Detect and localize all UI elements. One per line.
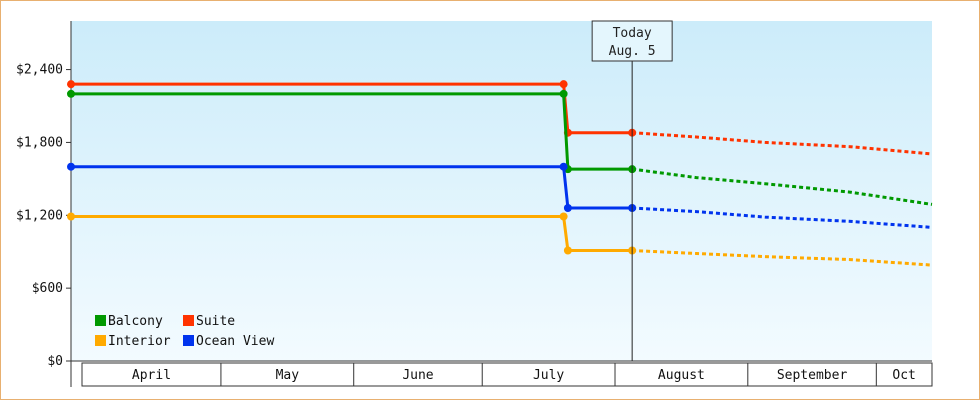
- data-point-suite: [559, 80, 568, 89]
- today-date: Aug. 5: [609, 44, 656, 59]
- month-label: Oct: [892, 368, 915, 383]
- y-tick-label: $1,200: [16, 208, 63, 223]
- data-point-interior: [67, 212, 75, 221]
- legend-swatch-suite: [183, 315, 194, 326]
- month-label: May: [276, 368, 300, 383]
- series-ocean-view: [67, 162, 933, 229]
- legend-label-interior: Interior: [108, 334, 171, 349]
- month-label: June: [402, 368, 433, 383]
- month-label: July: [533, 368, 564, 383]
- legend-swatch-balcony: [95, 315, 106, 326]
- today-box: [591, 20, 673, 62]
- month-label: September: [777, 368, 848, 383]
- y-tick-label: $2,400: [16, 63, 63, 78]
- data-point-interior: [563, 246, 572, 255]
- legend-label-balcony: Balcony: [108, 314, 163, 329]
- legend-label-suite: Suite: [196, 314, 235, 329]
- data-point-ocean-view: [559, 162, 568, 171]
- legend-swatch-interior: [95, 335, 106, 346]
- forecast-line-suite: [631, 131, 933, 156]
- data-point-balcony: [559, 89, 568, 98]
- legend-swatch-ocean-view: [183, 335, 194, 346]
- data-point-ocean-view: [67, 162, 75, 171]
- series-line-balcony: [71, 92, 633, 171]
- plot-area: [71, 21, 932, 361]
- forecast-line-ocean-view: [632, 206, 933, 229]
- forecast-line-interior: [632, 249, 933, 267]
- data-point-interior: [559, 212, 568, 221]
- y-tick-label: $600: [32, 281, 63, 296]
- today-label: Today: [613, 26, 652, 41]
- month-label: April: [132, 368, 171, 383]
- data-point-balcony: [67, 89, 75, 98]
- forecast-line-balcony: [631, 167, 933, 206]
- y-tick-label: $0: [47, 354, 63, 369]
- series-interior: [67, 212, 933, 267]
- legend-label-ocean-view: Ocean View: [196, 334, 274, 349]
- data-point-suite: [67, 80, 75, 89]
- series-line-interior: [71, 215, 633, 252]
- month-label: August: [658, 368, 705, 383]
- series-line-ocean-view: [71, 165, 633, 210]
- data-point-ocean-view: [563, 204, 572, 212]
- y-tick-label: $1,800: [16, 135, 63, 150]
- series-balcony: [67, 89, 933, 206]
